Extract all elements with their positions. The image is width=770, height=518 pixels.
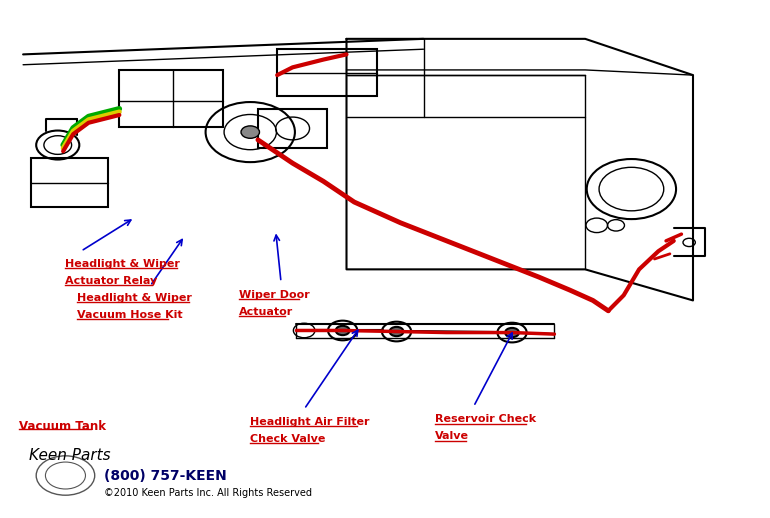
- Text: Vacuum Hose Kit: Vacuum Hose Kit: [77, 310, 182, 320]
- Text: Valve: Valve: [435, 431, 469, 441]
- Text: Wiper Door: Wiper Door: [239, 290, 310, 300]
- Text: ©2010 Keen Parts Inc. All Rights Reserved: ©2010 Keen Parts Inc. All Rights Reserve…: [104, 488, 312, 498]
- Text: Headlight & Wiper: Headlight & Wiper: [77, 293, 192, 303]
- Circle shape: [505, 328, 519, 337]
- Text: Headlight & Wiper: Headlight & Wiper: [65, 259, 180, 269]
- Text: Keen Parts: Keen Parts: [29, 448, 111, 463]
- Bar: [119, 70, 223, 127]
- Bar: [31, 158, 108, 207]
- Text: Actuator: Actuator: [239, 307, 293, 317]
- Bar: [258, 109, 327, 148]
- Circle shape: [390, 327, 403, 336]
- Circle shape: [241, 126, 259, 138]
- Text: (800) 757-KEEN: (800) 757-KEEN: [104, 469, 226, 483]
- Text: Check Valve: Check Valve: [250, 434, 326, 444]
- Text: Vacuum Tank: Vacuum Tank: [19, 420, 106, 433]
- Text: Actuator Relay: Actuator Relay: [65, 276, 158, 286]
- Bar: [277, 49, 377, 96]
- Text: Reservoir Check: Reservoir Check: [435, 414, 536, 424]
- Circle shape: [336, 326, 350, 335]
- Text: Headlight Air Filter: Headlight Air Filter: [250, 417, 370, 427]
